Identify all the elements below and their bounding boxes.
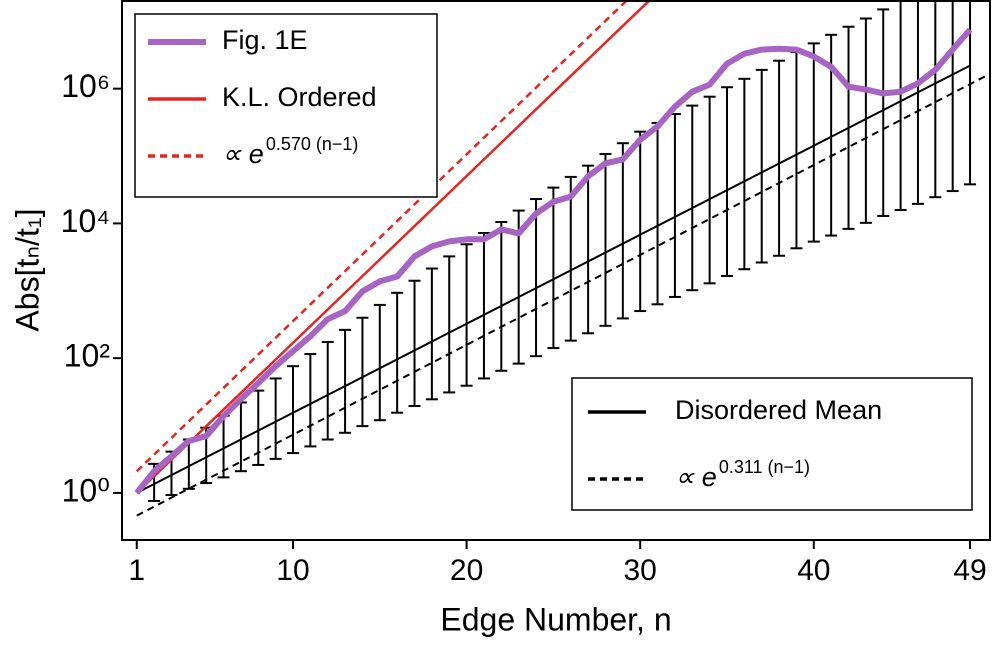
y-tick-label: 10⁴: [61, 203, 110, 239]
error-bar: [720, 86, 733, 277]
error-bar: [738, 77, 751, 271]
legend-box: [571, 377, 973, 511]
error-bar: [877, 8, 890, 217]
legend-exponent: 0.311 (n−1): [719, 457, 810, 477]
legend-label: Disordered Mean: [675, 395, 882, 425]
error-bar: [807, 42, 820, 243]
error-bar: [443, 255, 456, 394]
series-line: [136, 64, 971, 494]
x-tick-label: 49: [953, 554, 986, 587]
error-bar: [339, 328, 352, 434]
x-tick-label: 10: [276, 554, 309, 587]
error-bar: [686, 104, 699, 292]
y-axis-label: Abs[tₙ/t₁]: [9, 208, 45, 331]
error-bar: [564, 175, 577, 342]
error-bar: [703, 95, 716, 285]
error-bar: [408, 279, 421, 407]
error-bar: [460, 243, 473, 387]
x-tick-label: 1: [128, 554, 145, 587]
error-bar: [477, 232, 490, 380]
x-tick-label: 30: [624, 554, 657, 587]
error-bar: [634, 130, 647, 313]
error-bar: [929, 1, 942, 199]
y-tick-label: 10⁰: [62, 472, 110, 508]
error-bar: [373, 303, 386, 422]
series-line: [135, 1, 651, 494]
error-bar: [547, 186, 560, 350]
error-bar: [582, 164, 595, 335]
error-bar: [304, 353, 317, 448]
x-tick-label: 40: [797, 554, 830, 587]
y-tick-label: 10⁶: [61, 68, 110, 104]
y-tick-label: 10²: [64, 338, 111, 374]
error-bar: [773, 59, 786, 257]
error-bar: [964, 1, 977, 186]
plot-frame: [121, 0, 991, 541]
error-bar: [269, 377, 282, 460]
error-bar: [286, 365, 299, 455]
series-line: [136, 72, 990, 517]
legend-text: Disordered Mean: [675, 395, 882, 425]
plot-area: [134, 1, 990, 517]
series-line: [134, 27, 973, 495]
legend-label: K.L. Ordered: [222, 82, 377, 112]
error-bar: [616, 142, 629, 320]
legend-text: ∝ e: [222, 139, 264, 169]
legend-exponent: 0.570 (n−1): [266, 134, 359, 154]
series-line: [135, 1, 629, 473]
legend-text: K.L. Ordered: [222, 82, 377, 112]
error-bar: [321, 340, 334, 441]
error-bar: [911, 1, 924, 205]
error-bar: [530, 198, 543, 358]
error-bar: [755, 68, 768, 264]
error-bar: [495, 220, 508, 372]
legend-label: ∝ e 0.570 (n−1): [222, 134, 358, 169]
x-axis-label: Edge Number, n: [440, 601, 671, 637]
legend-text: Fig. 1E: [222, 25, 308, 55]
error-bar: [425, 267, 438, 401]
error-bar: [894, 1, 907, 212]
error-bar: [946, 1, 959, 193]
error-bar: [859, 17, 872, 224]
legend-text: ∝ e: [675, 462, 717, 492]
error-bar: [599, 153, 612, 327]
error-bar: [391, 291, 404, 414]
x-tick-label: 20: [450, 554, 483, 587]
legend-label: Fig. 1E: [222, 25, 308, 55]
legend-label: ∝ e 0.311 (n−1): [675, 457, 810, 492]
error-bar: [356, 316, 369, 428]
